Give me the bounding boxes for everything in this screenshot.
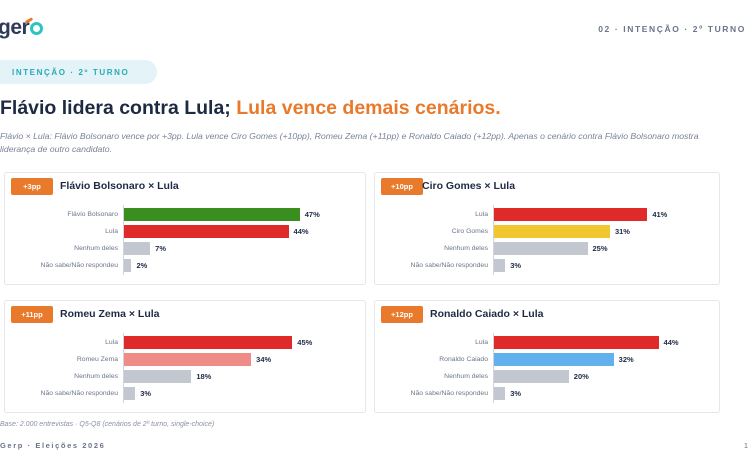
bar <box>494 259 506 272</box>
category-label: Ciro Gomes <box>451 228 488 235</box>
page-number: 1 <box>743 441 748 450</box>
chart-panel: +11pp Romeu Zema × Lula Lula 45% Romeu Zema 3… <box>4 300 366 413</box>
bar <box>124 353 252 366</box>
data-label: 25% <box>592 244 608 253</box>
bar <box>494 208 648 221</box>
data-label: 44% <box>293 227 309 236</box>
margin-badge: +11pp <box>11 306 53 323</box>
chart-axis-line <box>493 205 494 275</box>
chart-title: Flávio Bolsonaro × Lula <box>60 180 179 192</box>
bar <box>124 242 151 255</box>
bar <box>124 370 192 383</box>
title-part-2: Lula vence demais cenários. <box>236 97 501 119</box>
chart-row: Nenhum deles 7% <box>5 240 365 257</box>
category-label: Nenhum deles <box>74 245 118 252</box>
data-label: 41% <box>652 210 668 219</box>
bar <box>494 225 610 238</box>
category-label: Nenhum deles <box>444 245 488 252</box>
margin-badge: +12pp <box>381 306 423 323</box>
chart-row: Ronaldo Caiado 32% <box>375 351 719 368</box>
chart-row: Nenhum deles 25% <box>375 240 719 257</box>
chart-panel: +12pp Ronaldo Caiado × Lula Lula 44% Ronaldo… <box>374 300 720 413</box>
chart-panel: +10pp Ciro Gomes × Lula Lula 41% Ciro Gomes 3… <box>374 172 720 285</box>
bar <box>124 208 300 221</box>
page-subtitle: Flávio × Lula: Flávio Bolsonaro vence po… <box>0 131 699 154</box>
section-tag: 02 · INTENÇÃO · 2º TURNO <box>598 24 746 34</box>
chart-row: Lula 44% <box>375 334 719 351</box>
footer-left: Gerp · Eleições 2026 <box>0 441 106 450</box>
chart-row: Lula 44% <box>5 223 365 240</box>
data-label: 7% <box>155 244 167 253</box>
gerp-logo: ger <box>0 16 44 40</box>
chart-title: Ronaldo Caiado × Lula <box>430 308 544 320</box>
chart-axis-line <box>493 333 494 403</box>
data-label: 20% <box>573 372 589 381</box>
chart-row: Nenhum deles 18% <box>5 368 365 385</box>
data-label: 3% <box>510 389 522 398</box>
chart-row: Não sabe/Não respondeu 3% <box>5 385 365 402</box>
data-label: 47% <box>304 210 320 219</box>
category-label: Lula <box>105 339 118 346</box>
category-label: Nenhum deles <box>74 373 118 380</box>
data-label: 18% <box>196 372 212 381</box>
data-label: 3% <box>510 261 522 270</box>
margin-badge: +3pp <box>11 178 53 195</box>
data-label: 34% <box>256 355 272 364</box>
chart-axis-line <box>123 333 124 403</box>
category-label: Flávio Bolsonaro <box>67 211 118 218</box>
bar <box>494 370 569 383</box>
chart-row: Flávio Bolsonaro 47% <box>5 206 365 223</box>
margin-badge: +10pp <box>381 178 423 195</box>
bar <box>124 336 293 349</box>
category-label: Lula <box>475 339 488 346</box>
bar <box>494 242 588 255</box>
chart-panel: +3pp Flávio Bolsonaro × Lula Flávio Bolson… <box>4 172 366 285</box>
chart-axis-line <box>123 205 124 275</box>
chart-row: Lula 45% <box>5 334 365 351</box>
title-part-1: Flávio lidera contra Lula; <box>0 97 237 119</box>
chart-title: Romeu Zema × Lula <box>60 308 160 320</box>
category-label: Romeu Zema <box>76 356 118 363</box>
chart-row: Não sabe/Não respondeu 3% <box>375 257 719 274</box>
data-label: 31% <box>614 227 630 236</box>
category-label: Ronaldo Caiado <box>439 356 488 363</box>
bar <box>124 225 289 238</box>
category-label: Nenhum deles <box>444 373 488 380</box>
bar <box>124 387 136 400</box>
data-label: 45% <box>297 338 313 347</box>
category-label: Lula <box>105 228 118 235</box>
data-label: 2% <box>136 261 148 270</box>
chart-row: Nenhum deles 20% <box>375 368 719 385</box>
bar <box>124 259 132 272</box>
chart-row: Não sabe/Não respondeu 3% <box>375 385 719 402</box>
chart-row: Ciro Gomes 31% <box>375 223 719 240</box>
data-label: 3% <box>140 389 152 398</box>
bar <box>494 353 614 366</box>
category-label: Não sabe/Não respondeu <box>410 390 488 397</box>
chart-row: Não sabe/Não respondeu 2% <box>5 257 365 274</box>
category-label: Lula <box>475 211 488 218</box>
data-label: 44% <box>663 338 679 347</box>
category-label: Não sabe/Não respondeu <box>410 262 488 269</box>
chart-row: Lula 41% <box>375 206 719 223</box>
section-pill: INTENÇÃO · 2º TURNO <box>0 60 157 84</box>
logo-ring-icon <box>30 22 44 35</box>
bar <box>494 387 506 400</box>
data-label: 32% <box>618 355 634 364</box>
chart-row: Romeu Zema 34% <box>5 351 365 368</box>
chart-title: Ciro Gomes × Lula <box>422 180 516 192</box>
bar <box>494 336 659 349</box>
category-label: Não sabe/Não respondeu <box>40 262 118 269</box>
footnote: Base: 2.000 entrevistas · Q5-Q8 (cenário… <box>0 421 215 428</box>
category-label: Não sabe/Não respondeu <box>40 390 118 397</box>
page-title: Flávio lidera contra Lula; Lula vence de… <box>0 97 501 120</box>
section-pill-label: INTENÇÃO · 2º TURNO <box>12 67 130 77</box>
